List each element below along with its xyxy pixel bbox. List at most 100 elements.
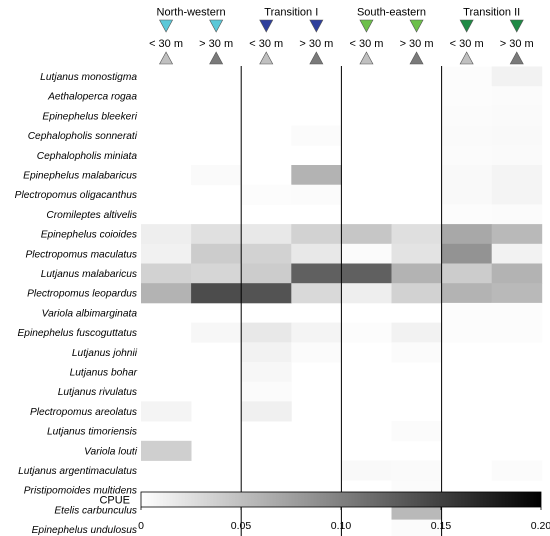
depth-label: > 30 m [199, 38, 233, 50]
heatmap-cell [441, 204, 493, 225]
colorbar-tick-label: 0 [138, 520, 144, 532]
heatmap-cell [291, 283, 342, 304]
depth-marker-up-triangle [459, 51, 474, 65]
heatmap-cell [491, 263, 543, 284]
depth-marker-up-triangle [159, 51, 174, 65]
heatmap-cell [291, 125, 342, 146]
heatmap-cell [441, 66, 493, 87]
heatmap-cell [491, 460, 543, 481]
heatmap-cell [241, 224, 292, 245]
region-label: Transition II [463, 7, 520, 19]
colorbar [140, 491, 542, 508]
heatmap-cell [491, 125, 543, 146]
region-marker-down-triangle [509, 19, 524, 33]
heatmap-cell [441, 184, 493, 205]
heatmap-cell [491, 86, 543, 107]
heatmap-cell [491, 66, 543, 87]
heatmap-cell [191, 224, 242, 245]
depth-label: > 30 m [500, 38, 534, 50]
depth-label: < 30 m [249, 38, 283, 50]
heatmap-cell [391, 322, 442, 343]
heatmap-cell [441, 322, 493, 343]
heatmap-cell [291, 224, 342, 245]
species-label: Lutjanus bohar [70, 367, 138, 378]
depth-marker-up-triangle [209, 51, 224, 65]
heatmap-cell [441, 105, 493, 126]
region-marker-down-triangle [209, 19, 224, 33]
species-label: Plectropomus maculatus [25, 249, 137, 260]
heatmap-cell [241, 322, 292, 343]
heatmap-cell [241, 362, 292, 383]
heatmap-cell [441, 145, 493, 166]
heatmap-cell [491, 243, 543, 264]
species-label: Epinephelus fuscoguttatus [17, 328, 137, 339]
depth-label: < 30 m [349, 38, 383, 50]
heatmap-cell [491, 322, 543, 343]
heatmap-cell [491, 105, 543, 126]
heatmap-cell [241, 243, 292, 264]
heatmap-cell [391, 342, 442, 363]
heatmap-cell [441, 224, 493, 245]
species-label: Epinephelus bleekeri [42, 111, 137, 122]
heatmap-cell [341, 263, 392, 284]
species-label: Plectropomus areolatus [30, 407, 137, 418]
species-label: Lutjanus rivulatus [58, 387, 137, 398]
heatmap-cell [241, 401, 292, 422]
depth-marker-up-triangle [509, 51, 524, 65]
heatmap-cell [141, 243, 192, 264]
depth-marker-up-triangle [309, 51, 324, 65]
species-label: Epinephelus undulosus [32, 525, 137, 536]
heatmap-cell [491, 165, 543, 186]
heatmap-cell [291, 322, 342, 343]
heatmap-cell [391, 421, 442, 442]
heatmap-cell [491, 204, 543, 225]
species-label: Epinephelus coioides [41, 230, 137, 241]
depth-label: > 30 m [400, 38, 434, 50]
region-marker-down-triangle [309, 19, 324, 33]
colorbar-tick-label: 0.20 [531, 520, 550, 532]
species-label: Cromileptes altivelis [46, 210, 137, 221]
heatmap-cell [191, 322, 242, 343]
species-label: Lutjanus timoriensis [47, 427, 137, 438]
species-label: Pristipomoides multidens [24, 486, 137, 497]
heatmap-cell [191, 283, 242, 304]
species-label: Plectropomus leopardus [27, 289, 137, 300]
heatmap-cell [191, 243, 242, 264]
heatmap-cell [291, 342, 342, 363]
heatmap-cell [141, 263, 192, 284]
heatmap-cell [341, 283, 392, 304]
species-label: Variola albimarginata [42, 308, 138, 319]
species-label: Lutjanus johnii [72, 348, 138, 359]
region-marker-down-triangle [359, 19, 374, 33]
species-label: Variola louti [84, 446, 138, 457]
heatmap-cell [491, 184, 543, 205]
colorbar-tick-label: 0.15 [431, 520, 452, 532]
depth-label: > 30 m [299, 38, 333, 50]
species-label: Cephalopholis sonnerati [28, 131, 138, 142]
heatmap-cell [291, 263, 342, 284]
region-marker-down-triangle [459, 19, 474, 33]
species-label: Epinephelus malabaricus [23, 170, 137, 181]
depth-marker-up-triangle [359, 51, 374, 65]
depth-label: < 30 m [149, 38, 183, 50]
heatmap-cell [341, 243, 392, 264]
region-marker-down-triangle [259, 19, 274, 33]
depth-label: < 30 m [450, 38, 484, 50]
heatmap-cell [241, 342, 292, 363]
depth-marker-up-triangle [259, 51, 274, 65]
heatmap-cell [491, 302, 543, 323]
heatmap-cell [291, 184, 342, 205]
species-label: Lutjanus malabaricus [41, 269, 137, 280]
heatmap-cell [391, 243, 442, 264]
colorbar-tick-label: 0.05 [231, 520, 252, 532]
heatmap-cell [391, 263, 442, 284]
heatmap-cell [241, 184, 292, 205]
heatmap-cell [391, 224, 442, 245]
heatmap-cell [141, 401, 192, 422]
heatmap-cell [141, 283, 192, 304]
heatmap-cell [241, 283, 292, 304]
species-label: Plectropomus oligacanthus [15, 190, 137, 201]
heatmap-cell [441, 283, 493, 304]
region-marker-down-triangle [409, 19, 424, 33]
heatmap-cell [141, 440, 192, 461]
